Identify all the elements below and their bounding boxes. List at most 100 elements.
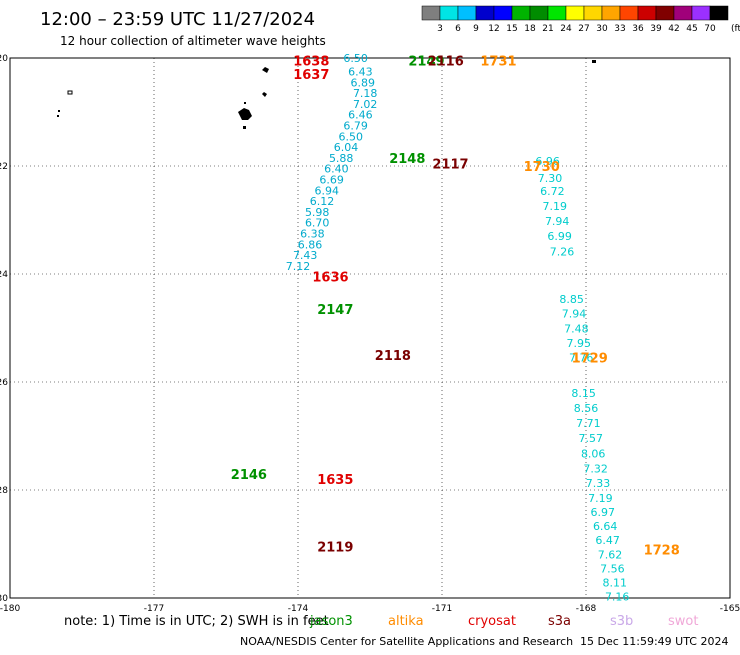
legend-unit: (ft) (731, 24, 740, 34)
pass-label: 2116 (428, 55, 464, 70)
wave-height-value: 7.19 (588, 492, 613, 505)
island-fiji (238, 67, 269, 129)
legend-swatch (457, 5, 477, 21)
legend-tick-label: 12 (488, 24, 499, 34)
wave-height-value: 7.12 (286, 260, 311, 273)
island-small-3 (592, 60, 596, 63)
plot-frame (9, 57, 731, 599)
pass-label: 2148 (389, 152, 425, 167)
wave-height-value: 7.26 (550, 245, 575, 258)
legend-swatch (439, 5, 459, 21)
grid-lines (10, 58, 730, 598)
legend-swatch (421, 5, 441, 21)
pass-label: 2146 (231, 468, 267, 483)
wave-height-value: 8.06 (581, 447, 606, 460)
wave-height-value: 6.96 (535, 155, 560, 168)
satellite-legend: jason3 altika cryosat s3a s3b swot (309, 614, 698, 629)
data-series: 6.967.306.727.197.946.997.268.857.947.48… (286, 52, 630, 603)
x-tick-label: -168 (576, 604, 597, 614)
legend-tick-label: 39 (650, 24, 662, 34)
footer-timestamp: 15 Dec 11:59:49 UTC 2024 (580, 635, 728, 648)
legend-tick-label: 24 (560, 24, 572, 34)
wave-height-value: 6.97 (591, 506, 616, 519)
wave-height-value: 7.56 (600, 562, 625, 575)
legend-swatch (637, 5, 657, 21)
satellite-legend-item: swot (668, 614, 698, 629)
legend-tick-label: 45 (686, 24, 697, 34)
legend-tick-label: 33 (614, 24, 625, 34)
pass-label: 2147 (317, 303, 353, 318)
wave-height-value: 6.72 (540, 185, 565, 198)
legend-swatch (583, 5, 603, 21)
wave-height-value: 6.69 (319, 174, 344, 187)
pass-label: 1638 (293, 55, 329, 70)
wave-height-value: 7.48 (564, 323, 589, 336)
x-tick-label: -180 (0, 604, 20, 614)
wave-height-value: 6.43 (348, 66, 373, 79)
axis-ticks: -180 -177 -174 -171 -168 -165 -20 -22 -24 -26 -28 -… (0, 54, 740, 614)
wave-height-value: 7.43 (293, 249, 318, 262)
legend-swatch (493, 5, 513, 21)
wave-height-value: 6.38 (300, 228, 325, 241)
legend-tick-label: 27 (578, 24, 589, 34)
wave-height-value: 6.64 (593, 520, 618, 533)
wave-height-value: 6.50 (343, 52, 368, 65)
legend-swatch (673, 5, 693, 21)
y-tick-label: -24 (0, 270, 8, 280)
legend-tick-label: 36 (632, 24, 644, 34)
legend-tick-label: 30 (596, 24, 608, 34)
pass-label: 1730 (524, 160, 560, 175)
wave-height-value: 8.11 (603, 576, 628, 589)
pass-label: 1635 (317, 473, 353, 488)
wave-height-value: 7.32 (583, 462, 608, 475)
wave-height-value: 8.85 (559, 293, 584, 306)
legend-swatch (655, 5, 675, 21)
island-small-2 (57, 110, 60, 117)
wave-height-value: 7.02 (353, 98, 378, 111)
coastline (57, 60, 596, 129)
pass-label: 1637 (293, 68, 329, 83)
wave-height-value: 7.76 (569, 352, 594, 365)
legend-tick-label: 15 (506, 24, 517, 34)
y-tick-label: -20 (0, 54, 8, 64)
pass-label: 1728 (644, 543, 680, 558)
wave-height-value: 6.04 (334, 141, 359, 154)
legend-swatch (691, 5, 711, 21)
wave-height-value: 7.94 (545, 215, 570, 228)
legend-swatch (709, 5, 729, 21)
wave-height-value: 6.99 (547, 230, 572, 243)
wave-height-value: 6.86 (298, 238, 323, 251)
wave-height-value: 7.95 (567, 337, 592, 350)
wave-height-value: 6.79 (343, 120, 368, 133)
pass-label: 2149 (408, 55, 444, 70)
pass-label: 1729 (572, 352, 608, 367)
satellite-legend-item: s3a (548, 614, 571, 629)
pass-label: 1731 (480, 55, 516, 70)
wave-height-value: 7.94 (562, 307, 587, 320)
legend-swatch (601, 5, 621, 21)
legend-tick-label: 42 (668, 24, 679, 34)
chart-title: 12:00 – 23:59 UTC 11/27/2024 (40, 9, 315, 30)
pass-label: 2119 (317, 541, 353, 556)
legend-swatch (565, 5, 585, 21)
pass-label: 2117 (432, 157, 468, 172)
wave-height-value: 6.89 (351, 76, 376, 89)
legend-tick-label: 21 (542, 24, 553, 34)
y-tick-label: -28 (0, 486, 8, 496)
wave-height-value: 7.30 (538, 172, 563, 185)
y-tick-label: -22 (0, 162, 8, 172)
legend-swatch (619, 5, 639, 21)
footer-credit: NOAA/NESDIS Center for Satellite Applica… (240, 635, 573, 648)
wave-height-value: 6.94 (315, 184, 340, 197)
wave-height-value: 7.33 (586, 477, 611, 490)
legend-swatch (547, 5, 567, 21)
pass-label: 1636 (312, 271, 348, 286)
wave-height-value: 6.70 (305, 217, 330, 230)
legend-tick-label: 18 (524, 24, 536, 34)
y-tick-label: -30 (0, 594, 8, 604)
wave-height-value: 8.15 (571, 387, 596, 400)
wave-height-value: 7.57 (579, 432, 604, 445)
wave-height-value: 6.46 (348, 109, 373, 122)
